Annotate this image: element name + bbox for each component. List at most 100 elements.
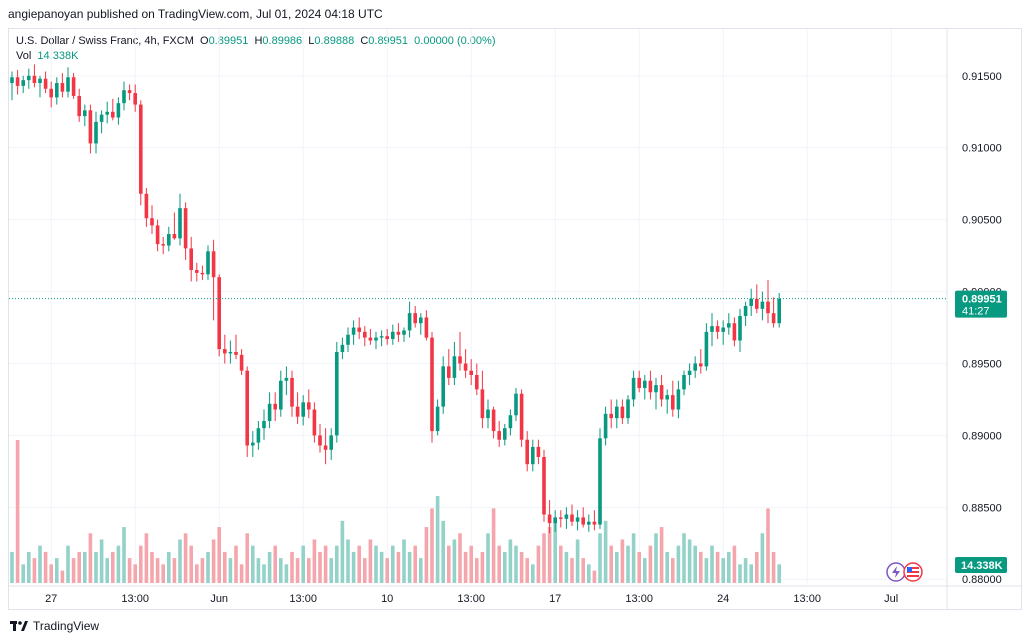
- us-flag-icon[interactable]: [903, 562, 923, 582]
- volume-bar: [497, 545, 501, 583]
- candle-body: [469, 370, 473, 375]
- candle-body: [637, 377, 641, 388]
- candle-body: [771, 313, 776, 324]
- volume-bar: [659, 527, 664, 583]
- candle: [239, 349, 244, 375]
- candle-body: [536, 446, 541, 457]
- volume-bar: [223, 551, 227, 583]
- volume-bar: [172, 558, 177, 583]
- volume-bar: [245, 533, 249, 583]
- candle: [211, 239, 216, 321]
- candle: [206, 245, 210, 281]
- candle-body: [127, 90, 132, 94]
- candle: [497, 421, 501, 447]
- volume-bar: [323, 545, 328, 583]
- candle-body: [105, 111, 109, 115]
- candle: [290, 370, 294, 417]
- volume-bar: [519, 551, 524, 583]
- candle: [15, 70, 20, 95]
- time-axis[interactable]: 27 13:00 Jun 13:00 10 13:00 17 13:00 24 13:00 Jul: [9, 585, 1021, 605]
- volume-bar: [419, 558, 423, 583]
- volume-bar: [503, 551, 507, 583]
- candle: [245, 366, 249, 457]
- volume-bar: [542, 533, 546, 583]
- candle: [715, 320, 720, 340]
- volume-bar: [721, 558, 725, 583]
- volume-bar: [88, 533, 93, 583]
- candle: [480, 370, 485, 429]
- candle-body: [665, 395, 669, 400]
- volume-bar: [531, 564, 535, 583]
- candle: [228, 340, 233, 364]
- candle-body: [447, 366, 451, 378]
- volume-bar: [598, 533, 602, 583]
- candle-body: [228, 351, 233, 354]
- candle-body: [295, 406, 300, 417]
- volume-bar: [755, 551, 759, 583]
- candle: [307, 389, 311, 419]
- volume-bar: [116, 545, 121, 583]
- candle-body: [223, 349, 227, 354]
- volume-bar: [307, 558, 311, 583]
- volume-bar: [671, 558, 675, 583]
- volume-bar: [228, 558, 233, 583]
- lightning-icon[interactable]: [886, 562, 906, 582]
- candle: [273, 392, 277, 422]
- footer-brand[interactable]: TradingView: [10, 619, 99, 633]
- candle: [189, 236, 193, 282]
- x-tick-label: 17: [549, 593, 561, 605]
- candle-body: [312, 409, 317, 436]
- candle: [676, 380, 681, 419]
- candle-body: [643, 380, 647, 388]
- volume-bar: [133, 564, 137, 583]
- volume-bar: [603, 520, 608, 583]
- candle-body: [458, 356, 462, 364]
- candle: [267, 392, 272, 429]
- y-tick-label: 0.90500: [962, 215, 1002, 227]
- candle-body: [195, 270, 199, 273]
- volume-bar: [49, 564, 53, 583]
- candle-body: [211, 251, 216, 278]
- candle: [525, 431, 529, 472]
- candle-body: [413, 313, 417, 324]
- candle: [727, 313, 731, 335]
- volume-bar: [486, 533, 490, 583]
- volume-bar: [144, 533, 149, 583]
- legend-open-label: O: [200, 35, 209, 47]
- volume-bar: [654, 533, 658, 583]
- candle: [687, 363, 692, 386]
- candle: [55, 77, 59, 105]
- candle: [105, 101, 109, 124]
- volume-bar: [391, 545, 395, 583]
- volume-bar: [357, 545, 361, 583]
- candle-body: [83, 110, 87, 117]
- y-tick-label: 0.91500: [962, 71, 1002, 83]
- candle-body: [704, 331, 709, 367]
- y-tick-label: 0.91000: [962, 143, 1002, 155]
- candle: [385, 328, 389, 345]
- candle-body: [738, 316, 742, 341]
- candle: [301, 395, 305, 426]
- candle-body: [329, 435, 333, 450]
- candle-body: [727, 323, 731, 328]
- candle: [491, 406, 496, 439]
- price-axis[interactable]: 0.915000.910000.905000.900000.895000.890…: [946, 29, 1007, 609]
- candle-body: [217, 277, 221, 350]
- candle-body: [682, 375, 686, 390]
- y-tick-label: 0.88500: [962, 502, 1002, 514]
- candle: [351, 320, 356, 345]
- volume-bar: [615, 551, 619, 583]
- candle: [766, 280, 770, 324]
- candle: [38, 75, 42, 98]
- candle: [704, 323, 709, 371]
- candle: [732, 317, 737, 347]
- candle-body: [435, 406, 440, 432]
- candle: [749, 288, 753, 317]
- candle-body: [570, 514, 574, 522]
- volume-bar: [346, 539, 350, 583]
- volume-bar: [458, 533, 462, 583]
- candle: [771, 297, 776, 328]
- candle: [643, 375, 647, 400]
